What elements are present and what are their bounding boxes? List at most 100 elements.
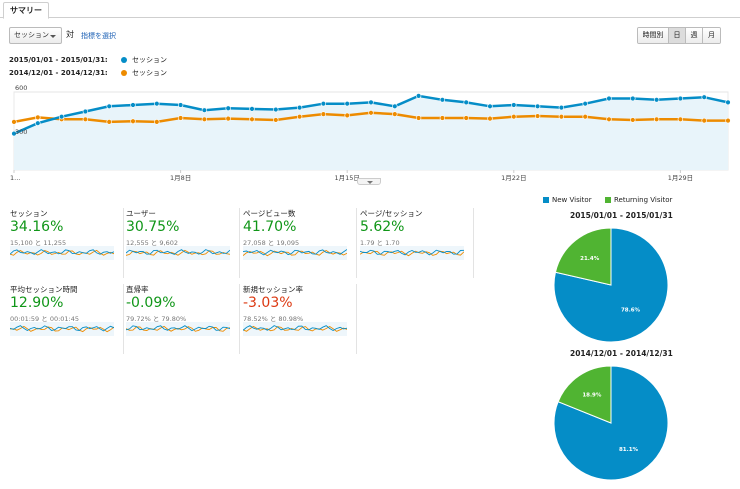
granularity-toggle: 時間別 日 週 月 xyxy=(637,27,721,44)
data-point xyxy=(106,119,112,125)
sparkline-series xyxy=(10,325,114,332)
date-range-label: 2014/12/01 - 2014/12/31: xyxy=(9,69,108,77)
sparkline-series xyxy=(126,249,230,256)
metric-tile[interactable]: ユーザー 30.75% 12,555 と 9,602 xyxy=(126,208,240,278)
data-point xyxy=(487,115,493,122)
x-tick-label: 1月8日 xyxy=(170,174,191,182)
pie-slice-label: 78.6% xyxy=(621,308,641,314)
data-point xyxy=(630,117,636,123)
vs-label: 対 xyxy=(66,30,74,39)
data-point xyxy=(392,111,398,117)
metric-select[interactable]: セッション xyxy=(9,27,62,44)
metric-title: 平均セッション時間 xyxy=(10,285,78,294)
data-point xyxy=(415,93,422,99)
data-point xyxy=(487,103,493,109)
metric-tile[interactable]: 平均セッション時間 12.90% 00:01:59 と 00:01:45 xyxy=(10,284,124,354)
metric-change: 12.90% xyxy=(10,295,64,311)
data-point xyxy=(606,116,612,122)
data-point xyxy=(511,113,517,120)
data-point xyxy=(35,114,41,121)
legend-label: Returning Visitor xyxy=(614,196,673,204)
data-point xyxy=(368,110,374,116)
date-range-metric: セッション xyxy=(132,69,167,77)
data-point xyxy=(11,130,17,137)
metric-sparkline xyxy=(360,246,464,260)
metric-title: 直帰率 xyxy=(126,285,149,294)
legend-swatch xyxy=(605,197,611,203)
data-point xyxy=(439,115,446,121)
sparkline-series xyxy=(243,249,347,256)
metric-values: 27,058 と 19,095 xyxy=(243,239,300,247)
data-point xyxy=(249,116,255,122)
metric-change: -3.03% xyxy=(243,295,293,311)
data-point xyxy=(273,117,279,123)
data-point xyxy=(82,108,89,115)
data-point xyxy=(653,97,660,103)
legend-new-visitor[interactable]: New Visitor xyxy=(543,196,592,205)
tab-summary[interactable]: サマリー xyxy=(3,2,49,19)
metric-values: 78.52% と 80.98% xyxy=(243,315,304,323)
x-tick-label: 1月22日 xyxy=(501,174,526,182)
data-point xyxy=(82,116,89,122)
choose-metric-link[interactable]: 指標を選択 xyxy=(81,32,116,40)
tab-bar: サマリー xyxy=(0,0,740,19)
pie-chart-current[interactable]: 78.6% 21.4% xyxy=(551,225,671,345)
metric-values: 12,555 と 9,602 xyxy=(126,239,178,247)
legend-label: New Visitor xyxy=(552,196,592,204)
data-point xyxy=(534,103,541,109)
pie-chart-previous[interactable]: 81.1% 18.9% xyxy=(551,363,671,483)
data-point xyxy=(558,113,565,120)
data-point xyxy=(534,113,541,119)
series-area xyxy=(14,95,728,170)
data-point xyxy=(225,105,231,111)
x-tick-label: 1月29日 xyxy=(668,174,693,182)
data-point xyxy=(701,117,707,124)
data-point xyxy=(296,104,303,111)
granularity-week-button[interactable]: 週 xyxy=(685,28,702,43)
granularity-hourly-button[interactable]: 時間別 xyxy=(638,28,668,43)
metric-tile[interactable]: セッション 34.16% 15,100 と 11,255 xyxy=(10,208,124,278)
data-point xyxy=(368,99,374,106)
metric-change: 5.62% xyxy=(360,219,405,235)
data-point xyxy=(320,101,327,107)
metric-sparkline xyxy=(126,322,230,336)
data-point xyxy=(177,102,184,108)
data-point xyxy=(677,116,684,122)
metric-tile[interactable]: ページビュー数 41.70% 27,058 と 19,095 xyxy=(243,208,357,278)
data-point xyxy=(201,107,208,113)
sparkline-series xyxy=(126,249,230,255)
metric-values: 15,100 と 11,255 xyxy=(10,239,67,247)
data-point xyxy=(653,116,660,122)
metric-sparkline xyxy=(10,246,114,260)
granularity-month-button[interactable]: 月 xyxy=(702,28,720,43)
metric-tile[interactable]: ページ/セッション 5.62% 1.79 と 1.70 xyxy=(360,208,474,278)
chart-collapse-handle[interactable] xyxy=(357,178,381,185)
data-point xyxy=(273,106,279,113)
data-point xyxy=(154,119,160,125)
metric-change: -0.09% xyxy=(126,295,176,311)
data-point xyxy=(392,103,398,109)
pie-slice xyxy=(557,365,612,424)
data-point xyxy=(677,95,684,102)
y-tick-label: 300 xyxy=(15,128,27,136)
sessions-line-chart[interactable]: 600 300 1... 1月8日 1月15日 1月22日 1月29日 xyxy=(0,82,740,182)
data-point xyxy=(344,112,350,119)
data-point xyxy=(320,111,327,117)
date-range-metric: セッション xyxy=(132,56,167,64)
metric-tile[interactable]: 新規セッション率 -3.03% 78.52% と 80.98% xyxy=(243,284,357,354)
data-point xyxy=(725,117,731,124)
x-tick-label: 1... xyxy=(10,174,20,182)
data-point xyxy=(630,95,636,102)
granularity-day-button[interactable]: 日 xyxy=(668,28,685,43)
pie-title-previous: 2014/12/01 - 2014/12/31 xyxy=(570,349,673,358)
sparkline-series xyxy=(10,249,114,255)
sparkline-series xyxy=(243,325,347,332)
data-point xyxy=(582,113,588,120)
date-range-label: 2015/01/01 - 2015/01/31: xyxy=(9,56,108,64)
metric-change: 30.75% xyxy=(126,219,180,235)
metric-tile[interactable]: 直帰率 -0.09% 79.72% と 79.80% xyxy=(126,284,240,354)
data-point xyxy=(130,102,136,108)
legend-returning-visitor[interactable]: Returning Visitor xyxy=(605,196,672,205)
data-point xyxy=(35,120,41,126)
data-point xyxy=(701,94,707,100)
